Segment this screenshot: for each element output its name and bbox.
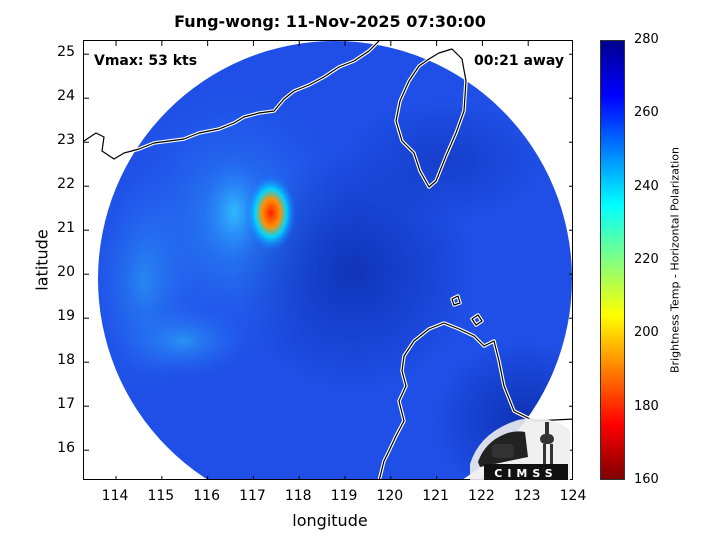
x-tick-label: 124 bbox=[559, 488, 587, 504]
y-tick-label: 20 bbox=[57, 264, 75, 281]
colorbar-tick-label: 180 bbox=[634, 398, 659, 414]
y-tick-label: 19 bbox=[57, 308, 75, 325]
colorbar-tick-label: 220 bbox=[634, 252, 659, 267]
x-tick-label: 116 bbox=[193, 488, 220, 504]
y-axis-label: latitude bbox=[32, 229, 52, 291]
colorbar-tick-label: 200 bbox=[634, 325, 659, 341]
vmax-label: Vmax: 53 kts bbox=[94, 53, 198, 69]
chart-title: Fung-wong: 11-Nov-2025 07:30:00 bbox=[174, 12, 486, 31]
x-tick-label: 114 bbox=[101, 488, 129, 504]
cimss-logo bbox=[470, 418, 570, 480]
y-tick-label: 25 bbox=[57, 44, 75, 61]
coastline bbox=[84, 41, 572, 479]
colorbar-tick-label: 160 bbox=[634, 472, 659, 487]
colorbar-tick-label: 280 bbox=[634, 32, 659, 47]
brightness-field bbox=[98, 81, 572, 479]
y-tick-label: 17 bbox=[57, 396, 75, 413]
x-tick-label: 123 bbox=[513, 488, 541, 504]
y-tick-label: 16 bbox=[57, 440, 75, 457]
x-tick-label: 115 bbox=[147, 488, 175, 504]
x-tick-label: 119 bbox=[330, 488, 358, 504]
x-tick-label: 118 bbox=[284, 488, 312, 504]
colorbar bbox=[600, 40, 625, 480]
y-tick-label: 22 bbox=[57, 176, 75, 193]
x-axis-label: longitude bbox=[292, 511, 368, 530]
x-tick-label: 117 bbox=[239, 488, 266, 504]
colorbar-tick-label: 240 bbox=[634, 178, 659, 194]
y-tick-label: 24 bbox=[57, 88, 75, 105]
y-tick-label: 18 bbox=[57, 352, 75, 369]
x-tick-label: 122 bbox=[468, 488, 495, 504]
warm-core bbox=[245, 173, 297, 253]
map-svg bbox=[84, 41, 572, 479]
colorbar-tick-label: 260 bbox=[634, 105, 659, 121]
y-tick-label: 23 bbox=[57, 132, 75, 149]
map-plot-area: Vmax: 53 kts 00:21 away bbox=[83, 40, 573, 480]
time-away-label: 00:21 away bbox=[474, 53, 564, 69]
logo-text: CIMSS bbox=[494, 467, 558, 480]
x-tick-label: 120 bbox=[376, 488, 404, 504]
y-tick-label: 21 bbox=[57, 220, 75, 237]
x-tick-label: 121 bbox=[422, 488, 449, 504]
colorbar-label: Brightness Temp - Horizontal Polarizatio… bbox=[668, 147, 682, 373]
